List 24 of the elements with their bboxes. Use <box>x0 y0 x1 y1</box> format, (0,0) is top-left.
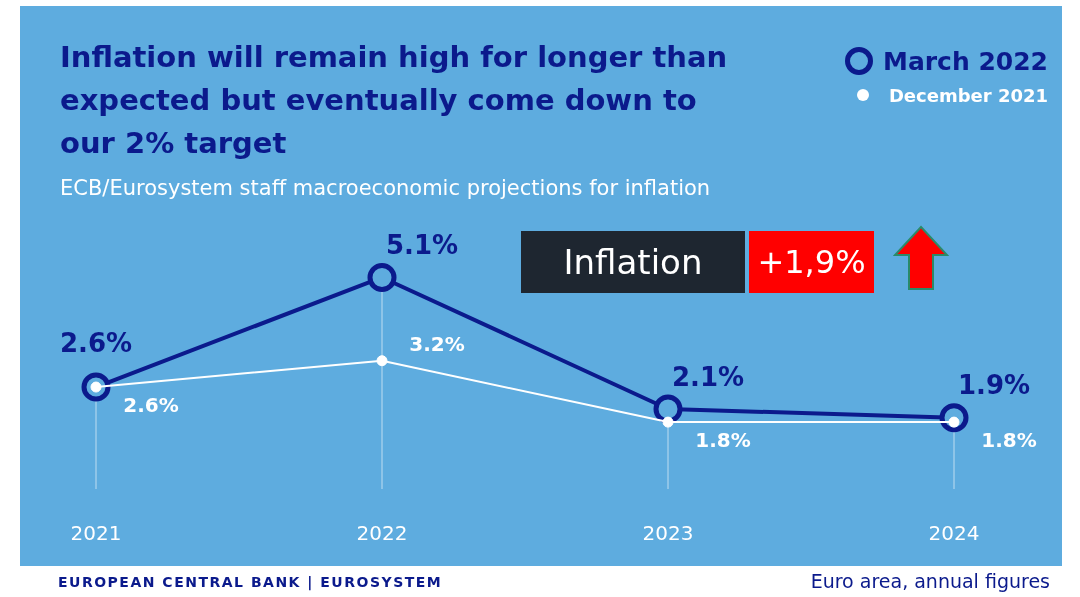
point <box>653 394 683 424</box>
text: Euro area, annual figures <box>810 570 1050 592</box>
data-label: 1.8% <box>695 428 751 453</box>
annotation: +1,9% <box>749 231 874 293</box>
annotation: Inflation <box>521 231 745 293</box>
point <box>662 416 674 428</box>
point <box>376 355 388 367</box>
x-tick-label: 2023 <box>642 521 694 546</box>
chart-subtitle: ECB/Eurosystem staff macroeconomic projections for inflation <box>60 176 711 200</box>
legend-label: December 2021 <box>888 84 1048 106</box>
point <box>367 262 397 292</box>
text: EUROPEAN CENTRAL BANK | EUROSYSTEM <box>58 574 443 590</box>
data-label: 1.9% <box>957 370 1031 401</box>
data-label: 3.2% <box>409 331 465 356</box>
legend-label: March 2022 <box>883 46 1048 76</box>
x-tick-label: 2021 <box>70 521 122 546</box>
x-tick-label: 2024 <box>928 521 980 546</box>
data-label: 2.6% <box>123 393 179 418</box>
data-label: 2.6% <box>59 327 133 358</box>
x-tick-label: 2022 <box>356 521 408 546</box>
data-label: 1.8% <box>981 428 1037 453</box>
data-label: 5.1% <box>385 230 459 261</box>
chart-title: Inflation will remain high for longer than expected but eventually come down to our 2% target <box>60 39 729 162</box>
data-label: 2.1% <box>671 361 745 392</box>
